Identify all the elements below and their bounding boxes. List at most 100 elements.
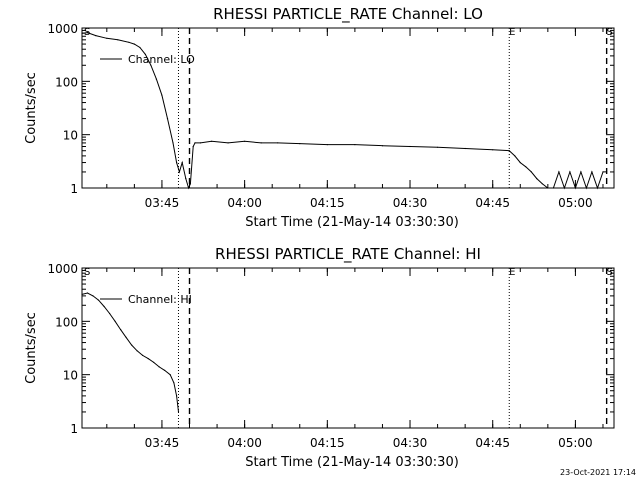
data-point — [86, 31, 89, 34]
data-point — [326, 144, 328, 146]
y-tick-label: 1000 — [47, 22, 78, 36]
data-point — [211, 140, 213, 142]
data-point — [109, 312, 111, 315]
x-tick-label: 05:00 — [558, 436, 593, 450]
legend-label: Channel: LO — [128, 53, 195, 66]
x-tick-label: 04:45 — [475, 436, 510, 450]
data-point — [97, 299, 100, 301]
x-tick-label: 05:00 — [558, 196, 593, 210]
x-tick-label: 04:45 — [475, 196, 510, 210]
data-point — [176, 395, 178, 397]
x-axis-label: Start Time (21-May-14 03:30:30) — [245, 215, 459, 230]
data-point — [103, 305, 105, 308]
data-point — [144, 53, 146, 56]
data-point — [492, 149, 494, 151]
data-point — [244, 140, 246, 142]
marker-label: S — [606, 267, 612, 278]
data-point — [563, 187, 566, 189]
x-axis-label: Start Time (21-May-14 03:30:30) — [245, 455, 459, 470]
data-point — [125, 336, 127, 338]
marker-label: S — [606, 27, 612, 38]
data-point — [158, 366, 160, 368]
data-point — [185, 178, 187, 180]
data-point — [580, 171, 582, 173]
legend-label: Channel: HI — [128, 293, 192, 306]
data-point — [591, 171, 593, 173]
data-point — [81, 293, 83, 295]
data-point — [541, 183, 543, 185]
chart-panel-lo: RHESSI PARTICLE_RATE Channel: LO 1 10 100 10… — [24, 5, 615, 230]
data-point — [178, 171, 180, 173]
data-point — [136, 350, 138, 352]
marker-label: E — [509, 27, 515, 38]
data-point — [86, 292, 89, 294]
chart-panel-hi: RHESSI PARTICLE_RATE Channel: HI 1 10 100 10… — [24, 245, 615, 470]
data-point — [606, 171, 608, 173]
data-point — [530, 171, 532, 173]
plot-frame — [81, 267, 615, 429]
data-point — [147, 358, 149, 360]
data-point — [142, 354, 144, 356]
data-point — [569, 171, 571, 173]
chart-title: RHESSI PARTICLE_RATE Channel: LO — [213, 5, 483, 24]
y-tick-label: 1000 — [47, 262, 78, 276]
data-point — [153, 361, 155, 363]
data-point — [536, 178, 538, 180]
data-point — [508, 150, 510, 152]
x-tick-label: 03:45 — [145, 196, 180, 210]
data-point — [514, 155, 516, 157]
x-tick-label: 04:30 — [393, 436, 428, 450]
data-point — [166, 118, 169, 120]
y-axis-label: Counts/sec — [24, 312, 39, 384]
data-point — [299, 143, 301, 145]
data-point — [194, 142, 196, 144]
footer-timestamp: 23-Oct-2021 17:14 — [560, 468, 636, 477]
data-point — [164, 369, 166, 371]
data-point — [161, 94, 163, 96]
data-point — [602, 171, 604, 173]
data-point — [437, 146, 439, 148]
y-tick-label: 1 — [70, 182, 78, 196]
series-line — [81, 292, 179, 412]
data-point — [181, 162, 183, 164]
data-point — [547, 187, 549, 189]
data-point — [120, 329, 122, 331]
x-tick-label: 04:30 — [393, 196, 428, 210]
data-point — [173, 382, 175, 384]
data-point — [596, 187, 599, 189]
y-tick-label: 1 — [70, 422, 78, 436]
data-point — [106, 37, 108, 39]
data-point — [409, 145, 411, 148]
data-point — [95, 35, 97, 37]
data-point — [189, 183, 191, 185]
data-point — [519, 162, 521, 164]
data-point — [188, 187, 190, 189]
data-point — [131, 344, 133, 346]
x-tick-label: 04:00 — [227, 196, 262, 210]
data-point — [227, 142, 229, 144]
data-point — [169, 374, 171, 376]
data-point — [552, 187, 555, 189]
y-tick-label: 100 — [55, 75, 78, 89]
data-point — [525, 166, 527, 168]
marker-label: E — [509, 267, 515, 278]
x-tick-label: 03:45 — [145, 436, 180, 450]
data-point — [574, 187, 577, 189]
data-point — [92, 295, 94, 297]
y-tick-label: 10 — [63, 129, 78, 143]
data-point — [139, 46, 141, 49]
chart-title: RHESSI PARTICLE_RATE Channel: HI — [215, 245, 481, 264]
data-point — [192, 145, 194, 148]
data-point — [177, 411, 180, 413]
data-point — [176, 162, 178, 164]
data-point — [81, 32, 83, 34]
marker-label: S — [84, 267, 90, 278]
data-point — [199, 142, 202, 144]
plot-frame — [81, 27, 615, 189]
data-point — [558, 171, 560, 173]
data-point — [354, 144, 356, 146]
data-point — [117, 39, 119, 41]
data-point — [155, 78, 157, 80]
data-point — [114, 320, 116, 322]
